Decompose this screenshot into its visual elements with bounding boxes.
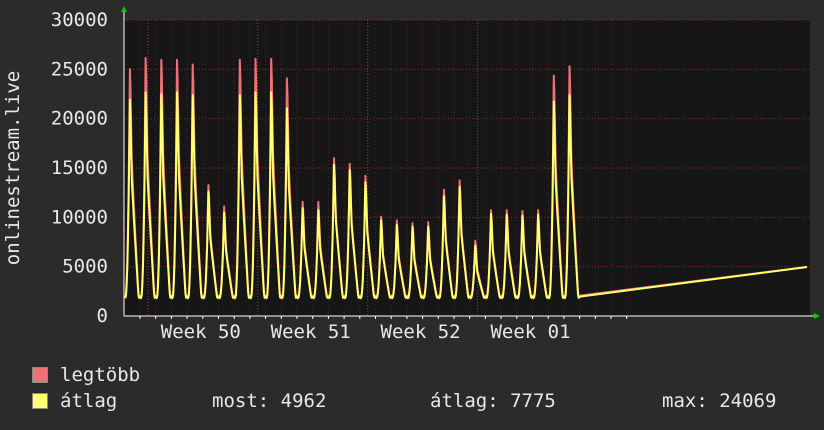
series-layer — [124, 57, 808, 300]
y-tick-label: 20000 — [51, 108, 108, 130]
x-axis-arrow — [814, 313, 820, 319]
legend-swatch-avg — [32, 393, 48, 409]
stat-average: átlag: 7775 — [430, 390, 556, 412]
y-axis-label: onlinestream.live — [2, 71, 24, 265]
y-tick-label: 15000 — [51, 157, 108, 179]
traffic-chart: 0 5000 10000 15000 20000 25000 30000 Week 50 Wee… — [2, 6, 820, 343]
y-axis-arrow — [121, 6, 127, 12]
y-tick-label: 5000 — [62, 256, 108, 278]
stat-current: most: 4962 — [212, 390, 327, 412]
legend-label-avg: átlag — [60, 390, 118, 412]
x-tick-label: Week 50 — [161, 321, 241, 343]
tick-labels: 0 5000 10000 15000 20000 25000 30000 Week 50 Wee… — [51, 9, 571, 343]
x-tick-label: Week 52 — [381, 321, 461, 343]
y-tick-label: 25000 — [51, 58, 108, 80]
series-line-avg — [124, 91, 808, 300]
axes — [121, 6, 820, 319]
y-tick-label: 30000 — [51, 9, 108, 31]
legend-item-avg: átlag — [32, 390, 117, 412]
y-tick-label: 0 — [97, 305, 108, 327]
y-tick-label: 10000 — [51, 206, 108, 228]
legend-item-max: legtöbb — [32, 364, 140, 386]
legend-label-max: legtöbb — [60, 364, 141, 386]
x-tick-label: Week 51 — [271, 321, 351, 343]
legend-swatch-max — [32, 367, 48, 383]
x-tick-label: Week 01 — [490, 321, 570, 343]
stat-max: max: 24069 — [662, 390, 777, 412]
